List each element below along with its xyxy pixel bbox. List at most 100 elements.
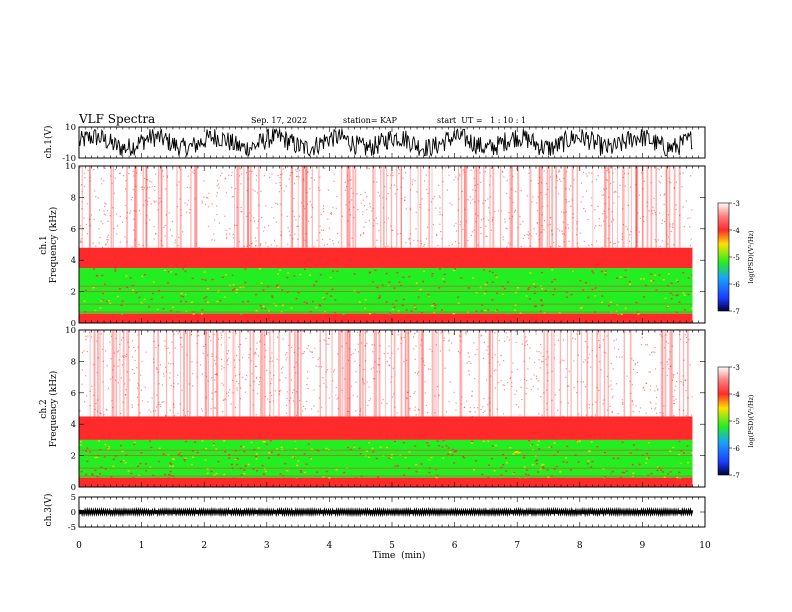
spectrogram-speckle	[496, 459, 499, 461]
spectrogram-speckle	[596, 446, 599, 448]
spectrogram-speckle	[150, 446, 153, 448]
spectrogram-speckle	[441, 446, 444, 448]
spectrogram-speckle	[631, 358, 633, 360]
spectrogram-speckle	[150, 305, 153, 308]
spectrogram-speckle	[686, 445, 689, 447]
spectrogram-speckle	[85, 289, 88, 292]
spectrogram-speckle	[277, 453, 280, 456]
spectrogram-speckle	[144, 463, 147, 465]
spectrogram-streak	[349, 330, 351, 417]
spectrogram-speckle	[369, 203, 371, 205]
spectrogram-speckle	[615, 474, 618, 476]
spectrogram-speckle	[287, 272, 290, 274]
spectrogram-speckle	[631, 384, 634, 386]
spectrogram-speckle	[546, 469, 549, 471]
spectrogram-speckle	[146, 215, 148, 217]
spectrogram-speckle	[154, 185, 156, 188]
spectrogram-speckle	[511, 274, 514, 277]
spectrogram-speckle	[109, 215, 111, 217]
spectrogram-speckle	[169, 470, 172, 473]
spectrogram-speckle	[280, 187, 283, 189]
spectrogram-speckle	[388, 462, 391, 465]
spectrogram-speckle	[360, 233, 362, 235]
spectrogram-speckle	[122, 337, 124, 339]
spectrogram-streak	[551, 166, 554, 248]
spectrogram-speckle	[410, 209, 412, 211]
spectrogram-speckle	[203, 297, 206, 299]
spectrogram-speckle	[419, 203, 421, 206]
spectrogram-speckle	[576, 392, 578, 394]
spectrogram-streak	[390, 330, 392, 417]
spectrogram-speckle	[638, 194, 640, 196]
spectrogram-speckle	[238, 382, 240, 385]
spectrogram-speckle	[133, 441, 136, 444]
spectrogram-speckle	[607, 208, 610, 210]
spectrogram-speckle	[110, 175, 112, 177]
spectrogram-speckle	[400, 336, 403, 339]
spectrogram-speckle	[84, 172, 86, 174]
spectrogram-speckle	[122, 459, 125, 462]
spectrogram-speckle	[327, 218, 329, 220]
spectrogram-speckle	[436, 474, 439, 476]
spectrogram-speckle	[208, 192, 210, 194]
spectrogram-streak	[417, 166, 419, 248]
spectrogram-speckle	[540, 231, 542, 233]
spectrogram-speckle	[484, 309, 487, 312]
spectrogram-speckle	[133, 443, 136, 446]
spectrogram-speckle	[669, 471, 672, 473]
spectrogram-speckle	[366, 342, 368, 344]
spectrogram-speckle	[305, 302, 308, 304]
spectrogram-speckle	[181, 231, 184, 233]
spectrogram-speckle	[199, 364, 202, 366]
spectrogram-speckle	[206, 287, 209, 290]
spectrogram-streak	[428, 166, 430, 248]
spectrogram-speckle	[525, 393, 527, 395]
spectrogram-speckle	[317, 359, 319, 361]
spectrogram-speckle	[280, 390, 282, 392]
spectrogram-streak	[278, 330, 280, 417]
spectrogram-speckle	[141, 188, 143, 191]
spectrogram-speckle	[482, 411, 484, 414]
spectrogram-speckle	[479, 298, 482, 301]
spectrogram-speckle	[384, 246, 386, 248]
spectrogram-speckle	[545, 193, 547, 195]
spectrogram-speckle	[206, 468, 209, 470]
spectrogram-speckle	[232, 284, 235, 286]
spectrogram-speckle	[303, 268, 306, 270]
spectrogram-speckle	[255, 365, 257, 368]
spectrogram-speckle	[256, 348, 258, 350]
spectrogram-streak	[546, 330, 549, 417]
spectrogram-speckle	[507, 281, 510, 283]
spectrogram-speckle	[470, 268, 473, 271]
spectrogram-speckle	[517, 452, 520, 454]
spectrogram-speckle	[299, 169, 301, 171]
spectrogram-speckle	[114, 268, 117, 270]
spectrogram-speckle	[564, 227, 567, 229]
spectrogram-streak	[460, 330, 463, 417]
spectrogram-speckle	[265, 350, 267, 352]
spectrogram-speckle	[236, 380, 238, 383]
spectrogram-speckle	[158, 401, 160, 404]
spectrogram-speckle	[273, 302, 276, 304]
spectrogram-speckle	[162, 373, 165, 375]
spectrogram-speckle	[415, 470, 418, 473]
spectrogram-speckle	[136, 387, 139, 389]
spectrogram-speckle	[666, 374, 668, 377]
spectrogram-speckle	[638, 231, 640, 233]
spectrogram-speckle	[505, 462, 508, 464]
spectrogram-speckle	[213, 407, 215, 409]
spectrogram-speckle	[678, 448, 681, 450]
spectrogram-speckle	[472, 189, 474, 191]
spectrogram-speckle	[648, 210, 650, 212]
spectrogram-speckle	[204, 301, 207, 303]
spectrogram-speckle	[498, 472, 501, 474]
spectrogram-speckle	[468, 370, 470, 372]
spectrogram-speckle	[282, 461, 285, 464]
spectrogram-speckle	[533, 443, 536, 446]
spectrogram-speckle	[323, 244, 325, 246]
spectrogram-speckle	[280, 214, 283, 216]
spectrogram-speckle	[232, 453, 235, 455]
header-station: station= KAP	[343, 116, 398, 125]
spectrogram-speckle	[119, 412, 122, 415]
spectrogram-speckle	[295, 372, 297, 374]
